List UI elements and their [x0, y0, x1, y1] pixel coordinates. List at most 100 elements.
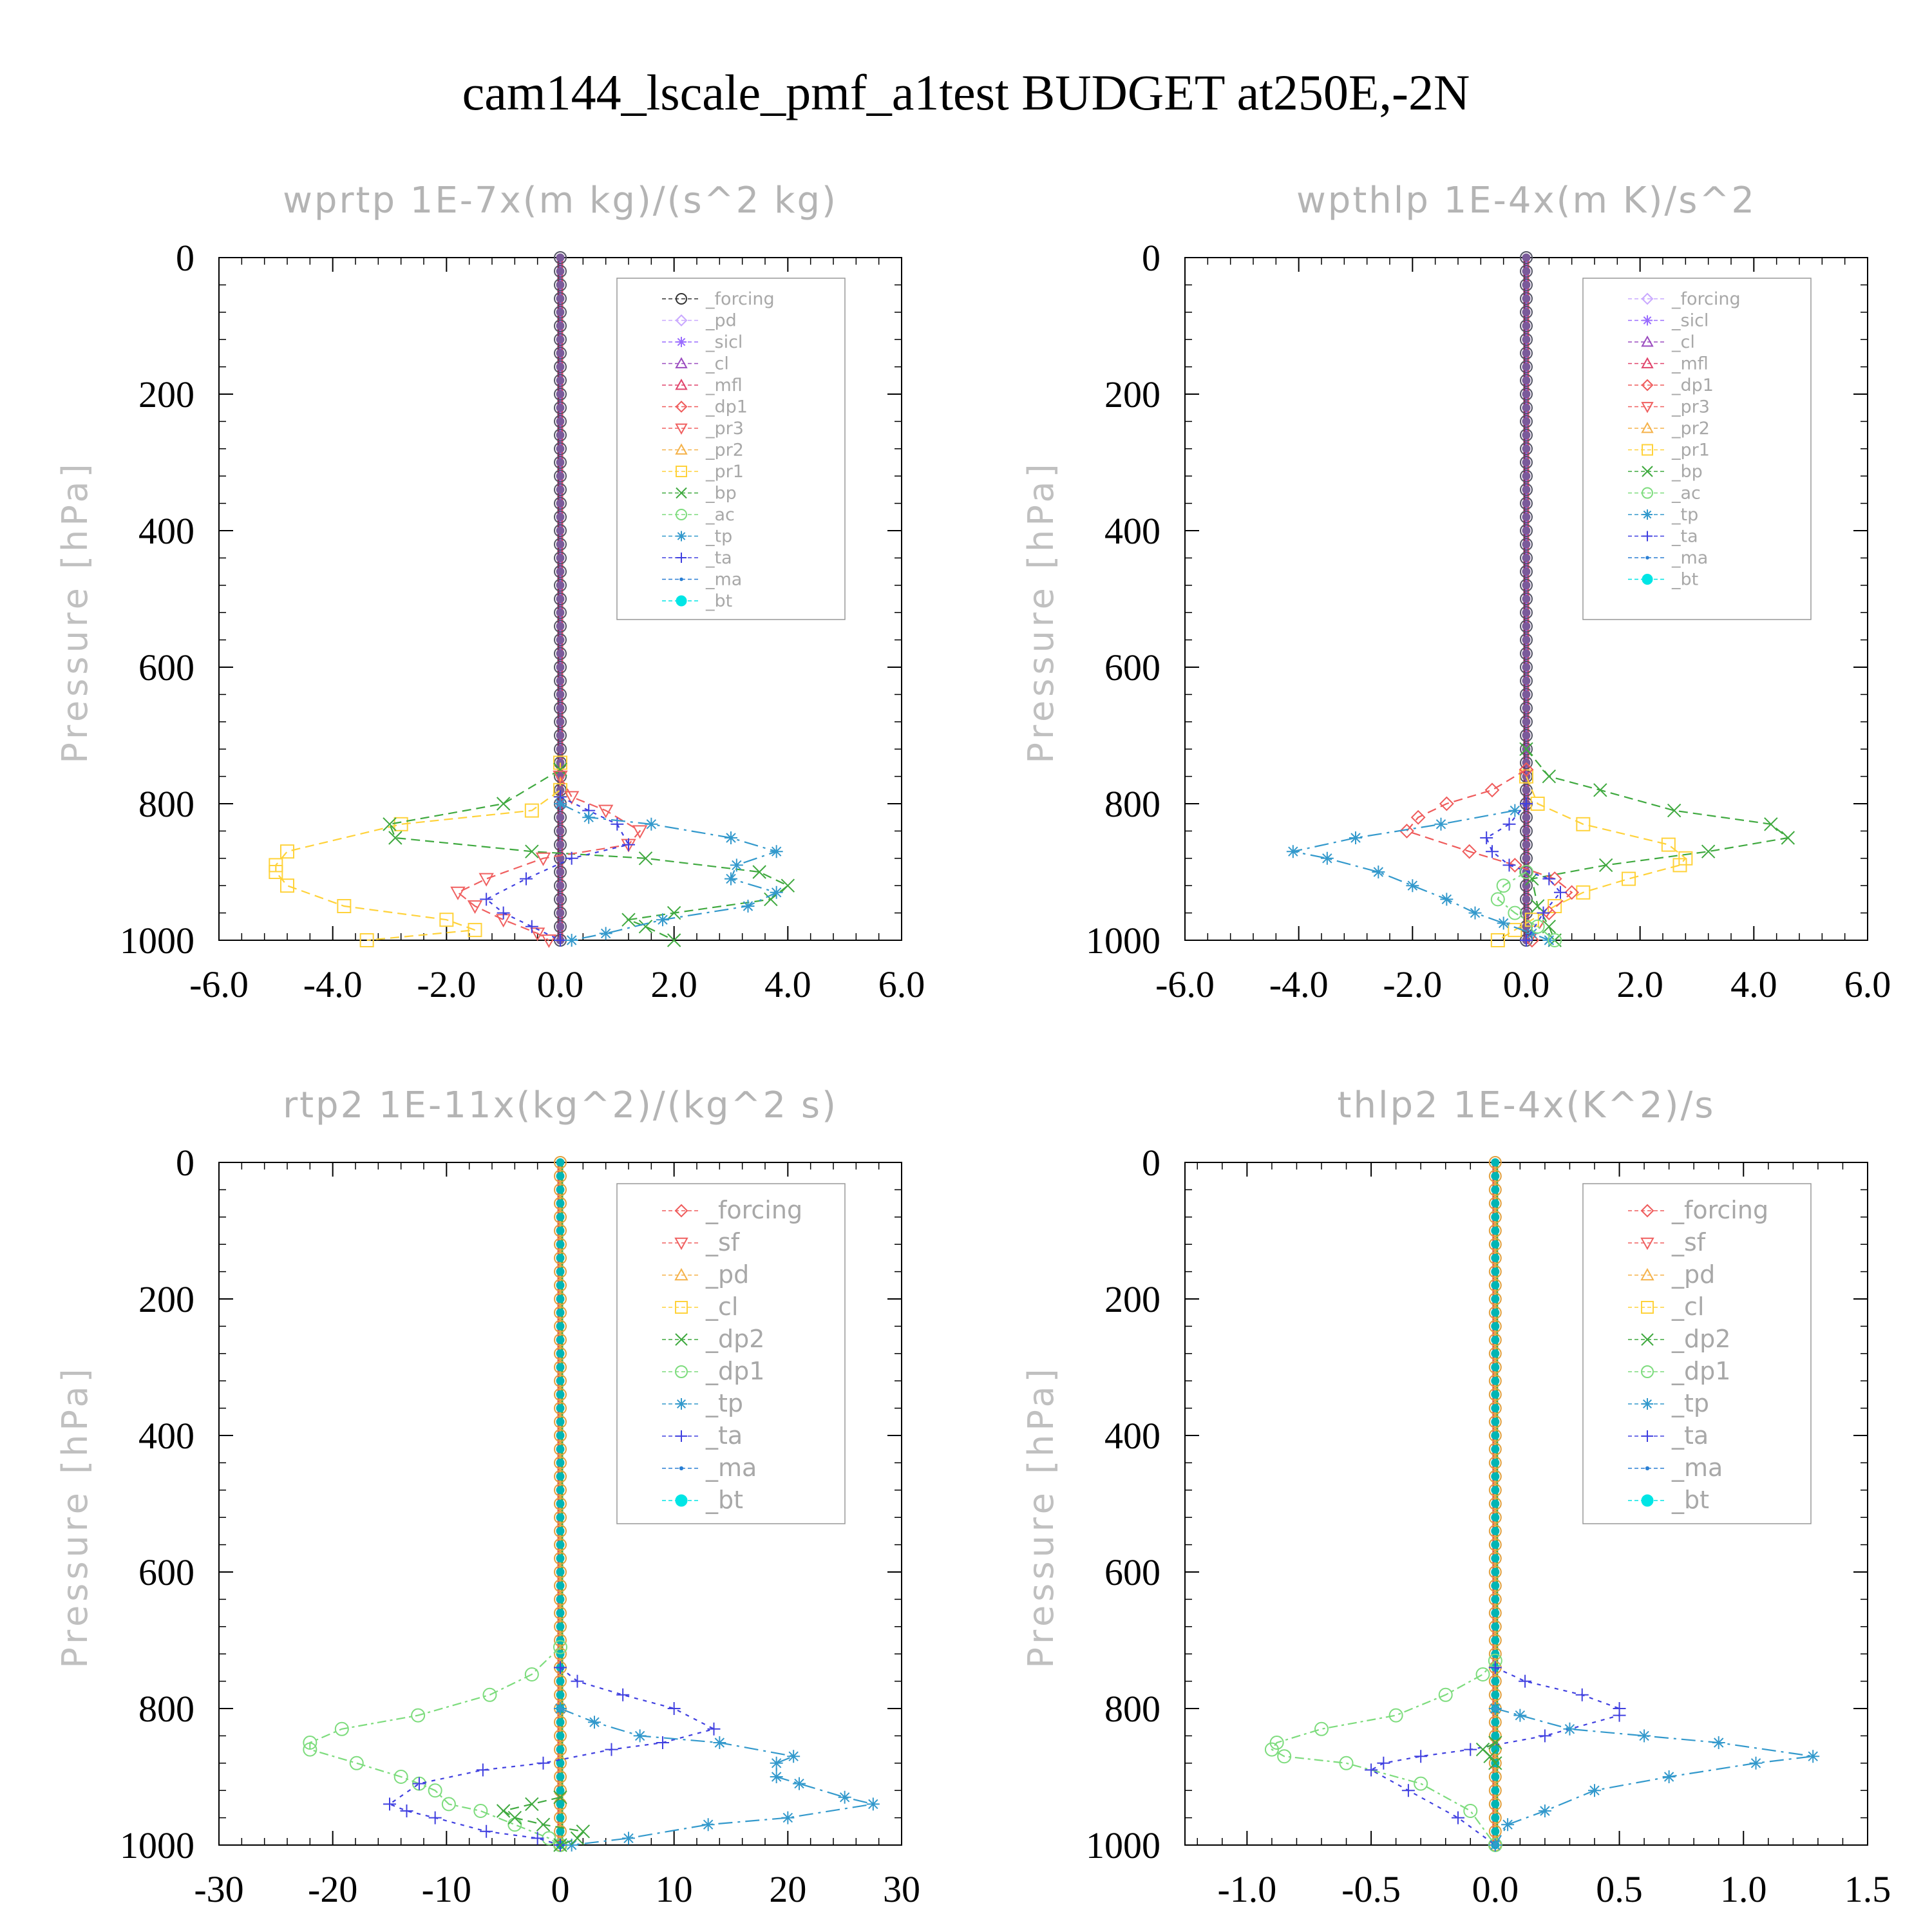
data-point-pr1 — [1672, 858, 1687, 873]
zero-marker — [554, 1756, 567, 1770]
series-ta — [383, 1661, 721, 1852]
data-point-ac — [1388, 1708, 1403, 1723]
data-point-bp — [638, 851, 653, 866]
legend-label: _forcing — [1671, 289, 1741, 309]
zero-marker — [554, 565, 567, 578]
data-point-ta — [1401, 1784, 1415, 1797]
data-point-tp — [724, 872, 737, 886]
zero-marker — [554, 715, 567, 728]
data-point-pr1 — [1661, 837, 1676, 852]
zero-marker — [554, 1770, 567, 1783]
series-line-bp — [1526, 748, 1790, 941]
data-point-bp — [383, 817, 397, 831]
legend-entry: _pd — [662, 1260, 749, 1289]
series-line-ta — [485, 796, 630, 941]
zero-marker-fill — [1522, 294, 1531, 303]
zero-marker-fill — [556, 1199, 565, 1208]
zero-marker — [554, 1797, 567, 1811]
legend-entry: _forcing — [662, 289, 775, 309]
data-point-ac — [1339, 1756, 1354, 1770]
zero-marker-fill — [1522, 335, 1531, 344]
zero-marker — [1520, 251, 1533, 264]
zero-marker-fill — [556, 431, 565, 440]
data-point-bp — [1764, 817, 1778, 831]
data-point-dp1 — [1519, 762, 1534, 777]
zero-marker-fill — [556, 621, 565, 630]
zero-marker — [1520, 688, 1533, 701]
zero-marker-fill — [556, 1431, 565, 1440]
zero-marker-fill — [1491, 1171, 1500, 1180]
zero-marker — [1488, 1210, 1502, 1224]
zero-marker-fill — [1522, 813, 1531, 822]
zero-marker-fill — [556, 1540, 565, 1549]
data-point-ac — [1414, 1776, 1428, 1791]
zero-marker — [554, 1374, 567, 1388]
zero-marker — [1520, 538, 1533, 551]
legend-marker — [676, 531, 687, 542]
y-tick-label: 1000 — [120, 1824, 194, 1866]
zero-marker — [554, 1320, 567, 1333]
zero-marker — [554, 879, 567, 893]
zero-marker — [1520, 483, 1533, 497]
data-point-pr1 — [393, 817, 408, 831]
data-point-pr1 — [280, 844, 294, 859]
legend-marker — [1641, 357, 1654, 368]
zero-marker-fill — [1491, 1158, 1500, 1167]
legend-entry: _pr2 — [1628, 419, 1710, 439]
data-point-tp — [565, 934, 578, 947]
series-dp2 — [496, 1790, 591, 1852]
zero-marker — [1488, 1483, 1502, 1497]
zero-marker-fill — [556, 704, 565, 713]
data-point-tp — [1468, 906, 1482, 920]
data-point-tp — [793, 1777, 806, 1790]
data-point-ta — [1520, 934, 1533, 947]
zero-marker — [1488, 1456, 1502, 1470]
zero-marker — [1488, 1333, 1502, 1347]
zero-marker — [1520, 428, 1533, 442]
zero-marker-fill — [1491, 1417, 1500, 1426]
legend-label: _bp — [1671, 462, 1703, 482]
series-bp — [1519, 742, 1795, 947]
zero-marker — [554, 661, 567, 674]
data-point-bp — [752, 865, 766, 879]
x-tick-label: -6.0 — [189, 963, 249, 1005]
legend-label: _sicl — [705, 332, 743, 352]
legend-box — [616, 1183, 846, 1524]
zero-marker-fill — [556, 881, 565, 890]
data-point-ac — [1519, 865, 1533, 879]
y-axis-label: Pressure [hPa] — [55, 460, 95, 763]
data-point-bp — [781, 878, 795, 893]
zero-marker — [554, 1606, 567, 1620]
zero-profile-markers — [554, 1156, 567, 1852]
legend-label: _dp2 — [1671, 1325, 1730, 1353]
zero-marker — [554, 1347, 567, 1360]
legend-label: _ac — [705, 505, 735, 525]
legend-label: _pr2 — [705, 440, 744, 460]
data-point-ta — [707, 1722, 721, 1736]
zero-marker — [554, 1551, 567, 1565]
zero-marker-fill — [556, 1404, 565, 1413]
data-point-ac — [428, 1783, 442, 1798]
data-point-tp — [1749, 1756, 1763, 1770]
zero-marker-fill — [1491, 1199, 1500, 1208]
x-tick-label: -2.0 — [417, 963, 476, 1005]
zero-marker — [1488, 1238, 1502, 1251]
data-point-dp2 — [570, 1831, 585, 1846]
zero-marker-fill — [1522, 321, 1531, 330]
data-point-ac — [1508, 905, 1522, 920]
data-point-pr3 — [553, 770, 568, 784]
zero-marker-fill — [1522, 786, 1531, 795]
data-point-dp1 — [1462, 844, 1477, 859]
data-point-tp — [588, 1716, 601, 1729]
zero-marker-fill — [556, 1595, 565, 1604]
zero-marker-fill — [1522, 363, 1531, 372]
zero-marker — [554, 1729, 567, 1743]
zero-marker-fill — [556, 485, 565, 494]
zero-marker — [554, 1566, 567, 1578]
zero-marker-fill — [1522, 649, 1531, 658]
zero-marker-fill — [556, 1554, 565, 1563]
zero-marker — [554, 428, 567, 442]
data-point-tp — [724, 831, 737, 844]
data-point-bp — [667, 905, 681, 920]
